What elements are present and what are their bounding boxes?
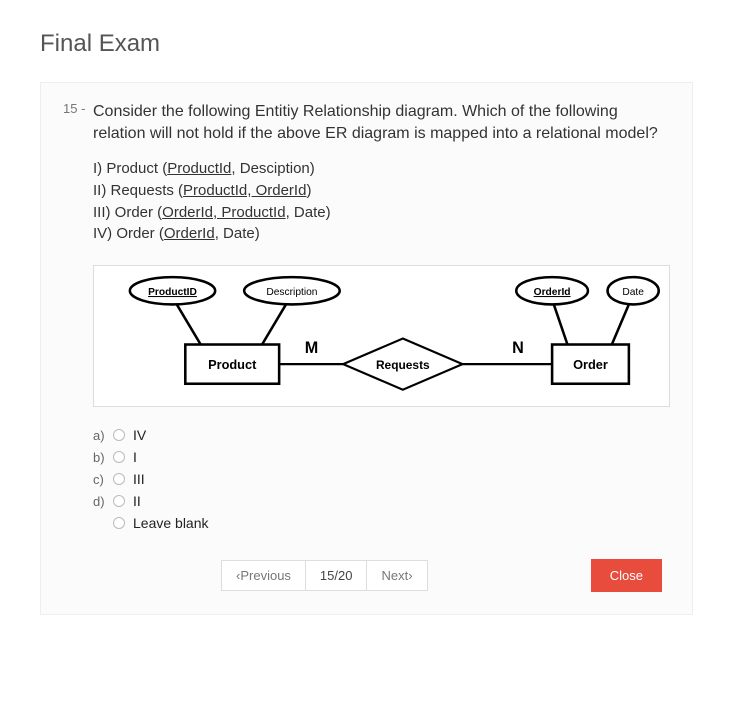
attr-orderid: OrderId xyxy=(534,287,571,298)
er-diagram: ProductID Description OrderId Date Produ… xyxy=(93,265,670,407)
option-c[interactable]: c) III xyxy=(93,471,670,487)
option-blank[interactable]: Leave blank xyxy=(93,515,670,531)
entity-order: Order xyxy=(573,357,608,372)
page-counter: 15/20 xyxy=(306,560,367,591)
cardinality-left: M xyxy=(305,339,318,357)
question-prompt: Consider the following Entitiy Relations… xyxy=(93,101,670,144)
radio-a[interactable] xyxy=(113,429,125,441)
relation-2: II) Requests (ProductId, OrderId) xyxy=(93,180,670,202)
attr-description: Description xyxy=(266,287,317,298)
pager: ‹Previous 15/20 Next› xyxy=(221,560,428,591)
radio-c[interactable] xyxy=(113,473,125,485)
page-title: Final Exam xyxy=(40,30,693,58)
close-button[interactable]: Close xyxy=(591,559,662,592)
options-list: a) IV b) I c) III d) xyxy=(93,427,670,531)
cardinality-right: N xyxy=(512,339,524,357)
previous-button[interactable]: ‹Previous xyxy=(221,560,306,591)
radio-d[interactable] xyxy=(113,495,125,507)
question-card: 15 - Consider the following Entitiy Rela… xyxy=(40,82,693,615)
question-number: 15 - xyxy=(63,101,93,592)
entity-product: Product xyxy=(208,357,257,372)
option-b[interactable]: b) I xyxy=(93,449,670,465)
option-a[interactable]: a) IV xyxy=(93,427,670,443)
attr-productid: ProductID xyxy=(148,287,197,298)
relation-4: IV) Order (OrderId, Date) xyxy=(93,223,670,245)
relation-3: III) Order (OrderId, ProductId, Date) xyxy=(93,202,670,224)
option-d[interactable]: d) II xyxy=(93,493,670,509)
chevron-right-icon: › xyxy=(408,568,412,583)
next-button[interactable]: Next› xyxy=(366,560,427,591)
radio-blank[interactable] xyxy=(113,517,125,529)
radio-b[interactable] xyxy=(113,451,125,463)
relationship-requests: Requests xyxy=(376,358,430,372)
attr-date: Date xyxy=(622,287,644,298)
relation-1: I) Product (ProductId, Desciption) xyxy=(93,158,670,180)
relations-block: I) Product (ProductId, Desciption) II) R… xyxy=(93,158,670,245)
